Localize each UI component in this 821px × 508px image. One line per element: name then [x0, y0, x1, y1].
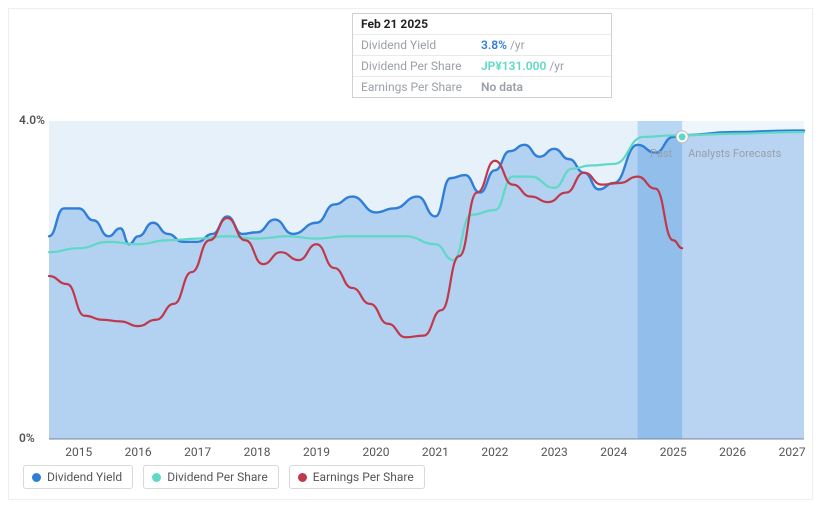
tooltip-value: No data [481, 80, 523, 94]
tooltip-label: Dividend Per Share [361, 59, 481, 73]
tooltip-value: JP¥131.000 [481, 59, 546, 73]
x-tick-label: 2026 [719, 445, 746, 459]
tooltip-row-eps: Earnings Per Share No data [353, 77, 611, 97]
tooltip-label: Dividend Yield [361, 38, 481, 52]
chart-tooltip: Feb 21 2025 Dividend Yield 3.8% /yr Divi… [352, 13, 612, 98]
legend-item-yield[interactable]: Dividend Yield [23, 465, 133, 489]
legend-item-dps[interactable]: Dividend Per Share [143, 465, 279, 489]
dividend-chart: Feb 21 2025 Dividend Yield 3.8% /yr Divi… [8, 8, 813, 500]
tooltip-label: Earnings Per Share [361, 80, 481, 94]
legend-dot-icon [298, 473, 307, 482]
x-tick-label: 2024 [600, 445, 627, 459]
y-tick-label: 4.0% [19, 113, 45, 127]
legend-dot-icon [152, 473, 161, 482]
legend-label: Earnings Per Share [313, 470, 414, 484]
x-tick-label: 2025 [660, 445, 687, 459]
chart-legend: Dividend Yield Dividend Per Share Earnin… [23, 465, 425, 489]
y-tick-label: 0% [19, 431, 35, 445]
tooltip-date-row: Feb 21 2025 [353, 14, 611, 35]
legend-label: Dividend Yield [47, 470, 122, 484]
legend-dot-icon [32, 473, 41, 482]
x-tick-label: 2018 [244, 445, 271, 459]
legend-label: Dividend Per Share [167, 470, 268, 484]
tooltip-value: 3.8% [481, 38, 507, 52]
tooltip-unit: /yr [549, 59, 564, 73]
legend-item-eps[interactable]: Earnings Per Share [289, 465, 425, 489]
past-band-label: Past [650, 147, 672, 160]
tooltip-row-yield: Dividend Yield 3.8% /yr [353, 35, 611, 56]
x-tick-label: 2017 [184, 445, 211, 459]
x-tick-label: 2015 [65, 445, 92, 459]
x-tick-label: 2027 [779, 445, 806, 459]
tooltip-unit: /yr [510, 38, 525, 52]
x-tick-label: 2016 [125, 445, 152, 459]
x-tick-label: 2021 [422, 445, 449, 459]
forecast-band-label: Analysts Forecasts [688, 147, 781, 160]
x-tick-label: 2022 [481, 445, 508, 459]
tooltip-row-dps: Dividend Per Share JP¥131.000 /yr [353, 56, 611, 77]
x-tick-label: 2019 [303, 445, 330, 459]
x-tick-label: 2020 [362, 445, 389, 459]
tooltip-date: Feb 21 2025 [361, 17, 428, 31]
x-tick-label: 2023 [541, 445, 568, 459]
